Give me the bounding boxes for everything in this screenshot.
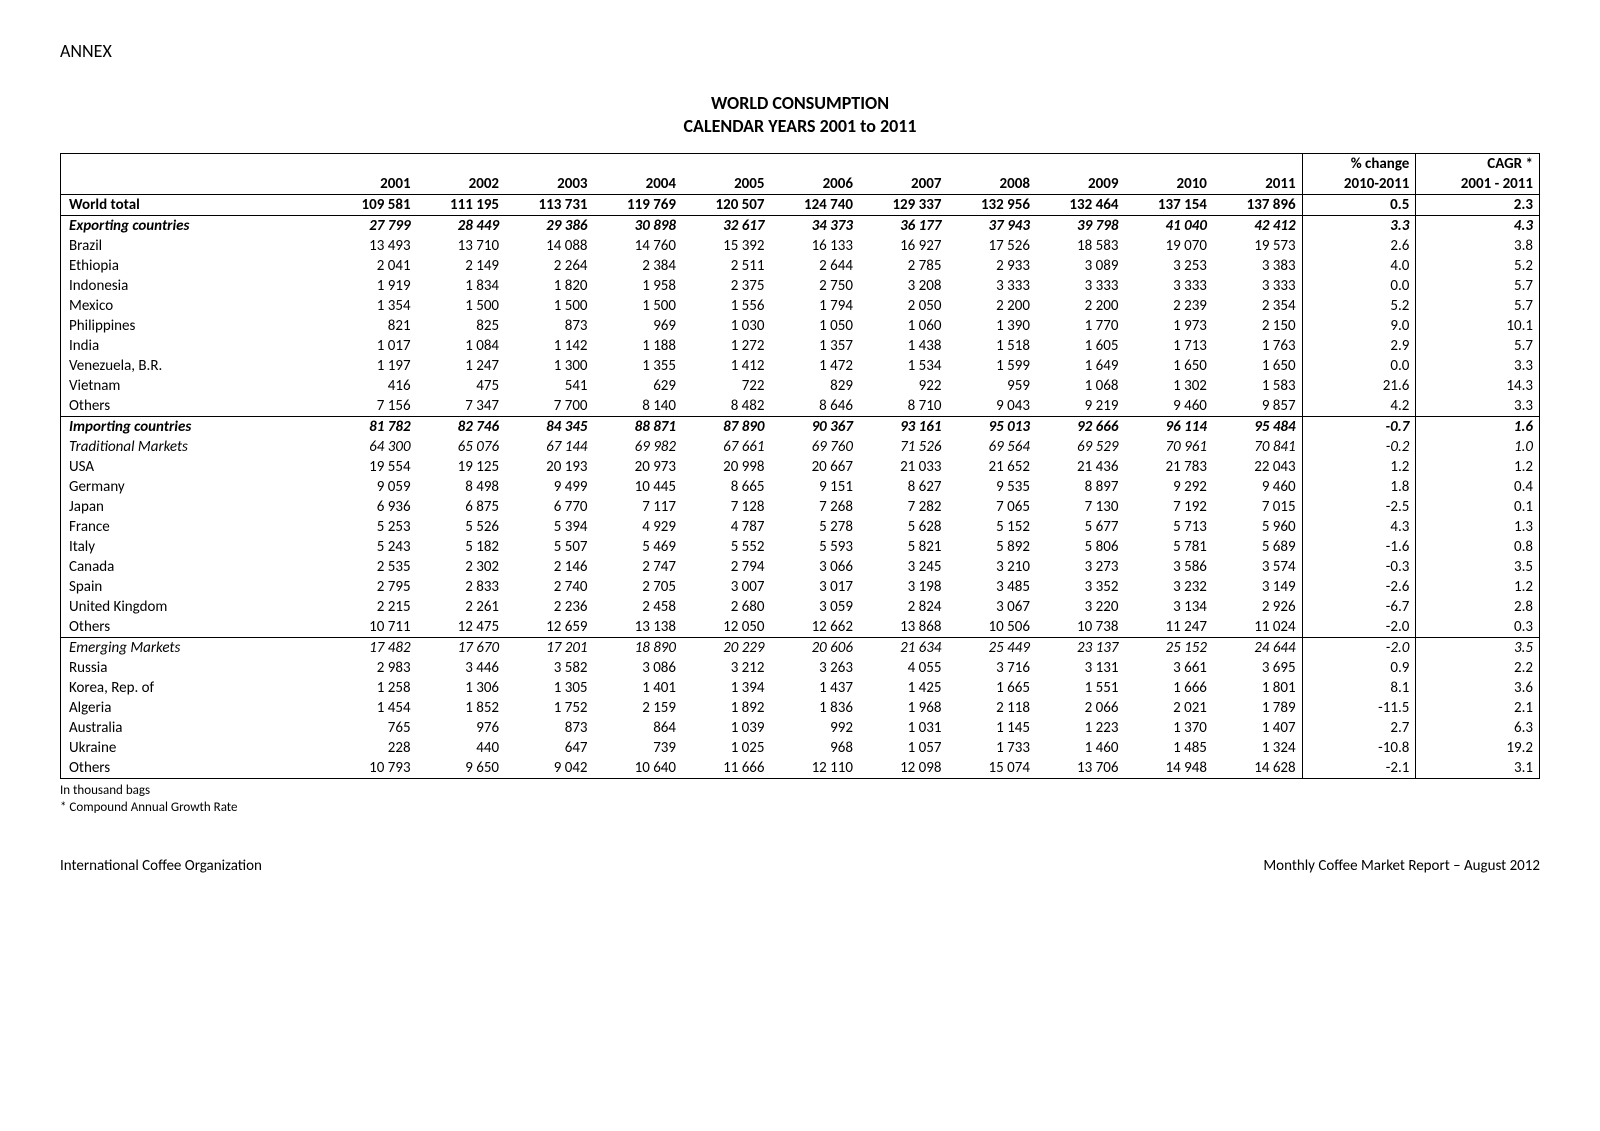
table-row: Canada2 5352 3022 1462 7472 7943 0663 24… [61,557,1540,577]
title-line-1: WORLD CONSUMPTION [60,92,1540,115]
row-label: Emerging Markets [61,637,329,658]
row-label: Philippines [61,316,329,336]
table-row: World total109 581111 195113 731119 7691… [61,194,1540,215]
row-label: USA [61,457,329,477]
header-row-1: % changeCAGR * [61,153,1540,174]
row-label: Italy [61,537,329,557]
annex-label: ANNEX [60,40,1540,62]
table-row: Ukraine2284406477391 0259681 0571 7331 4… [61,738,1540,758]
table-row: Australia7659768738641 0399921 0311 1451… [61,718,1540,738]
row-label: Spain [61,577,329,597]
row-label: Vietnam [61,376,329,396]
col-pct-change-2: 2010-2011 [1302,174,1416,195]
table-titles: WORLD CONSUMPTION CALENDAR YEARS 2001 to… [60,92,1540,139]
row-label: Ethiopia [61,256,329,276]
footnotes: In thousand bags * Compound Annual Growt… [60,783,1540,817]
footnote-units: In thousand bags [60,783,1540,800]
row-label: Others [61,396,329,417]
table-row: Algeria1 4541 8521 7522 1591 8921 8361 9… [61,698,1540,718]
col-pct-change-1: % change [1302,153,1416,174]
table-row: Importing countries81 78282 74684 34588 … [61,416,1540,437]
col-cagr-1: CAGR * [1416,153,1540,174]
table-row: Italy5 2435 1825 5075 4695 5525 5935 821… [61,537,1540,557]
page-footer: International Coffee Organization Monthl… [60,857,1540,875]
row-label: France [61,517,329,537]
col-year-2001: 2001 [328,174,416,195]
table-row: USA19 55419 12520 19320 97320 99820 6672… [61,457,1540,477]
table-row: Venezuela, B.R.1 1971 2471 3001 3551 412… [61,356,1540,376]
row-label: Importing countries [61,416,329,437]
table-row: Korea, Rep. of1 2581 3061 3051 4011 3941… [61,678,1540,698]
col-year-2009: 2009 [1036,174,1124,195]
row-label: World total [61,194,329,215]
header-row-2: 2001200220032004200520062007200820092010… [61,174,1540,195]
title-line-2: CALENDAR YEARS 2001 to 2011 [60,115,1540,138]
col-year-2010: 2010 [1124,174,1212,195]
row-label: Canada [61,557,329,577]
row-label: India [61,336,329,356]
table-row: Traditional Markets64 30065 07667 14469 … [61,437,1540,457]
col-year-2007: 2007 [859,174,947,195]
row-label: Mexico [61,296,329,316]
table-row: Philippines8218258739691 0301 0501 0601 … [61,316,1540,336]
table-row: India1 0171 0841 1421 1881 2721 3571 438… [61,336,1540,356]
table-row: Japan6 9366 8756 7707 1177 1287 2687 282… [61,497,1540,517]
row-label: Korea, Rep. of [61,678,329,698]
table-row: Russia2 9833 4463 5823 0863 2123 2634 05… [61,658,1540,678]
table-row: United Kingdom2 2152 2612 2362 4582 6803… [61,597,1540,617]
col-year-2008: 2008 [947,174,1035,195]
footer-right: Monthly Coffee Market Report – August 20… [1263,857,1540,875]
table-row: Ethiopia2 0412 1492 2642 3842 5112 6442 … [61,256,1540,276]
table-row: Emerging Markets17 48217 67017 20118 890… [61,637,1540,658]
col-cagr-2: 2001 - 2011 [1416,174,1540,195]
table-row: Indonesia1 9191 8341 8201 9582 3752 7503… [61,276,1540,296]
row-label: Others [61,758,329,779]
row-label: Japan [61,497,329,517]
col-year-2011: 2011 [1213,174,1302,195]
footnote-cagr: * Compound Annual Growth Rate [60,800,1540,817]
footer-left: International Coffee Organization [60,857,262,875]
table-row: France5 2535 5265 3944 9294 7875 2785 62… [61,517,1540,537]
row-label: Traditional Markets [61,437,329,457]
row-label: Germany [61,477,329,497]
table-row: Brazil13 49313 71014 08814 76015 39216 1… [61,236,1540,256]
row-label: United Kingdom [61,597,329,617]
col-year-2003: 2003 [505,174,593,195]
table-row: Spain2 7952 8332 7402 7053 0073 0173 198… [61,577,1540,597]
col-year-2005: 2005 [682,174,770,195]
row-label: Venezuela, B.R. [61,356,329,376]
table-row: Vietnam4164755416297228299229591 0681 30… [61,376,1540,396]
row-label: Australia [61,718,329,738]
table-row: Others10 71112 47512 65913 13812 05012 6… [61,617,1540,638]
row-label: Russia [61,658,329,678]
col-year-2006: 2006 [771,174,859,195]
row-label: Others [61,617,329,638]
row-label: Algeria [61,698,329,718]
row-label: Ukraine [61,738,329,758]
row-label: Indonesia [61,276,329,296]
row-label: Exporting countries [61,215,329,236]
table-row: Others7 1567 3477 7008 1408 4828 6468 71… [61,396,1540,417]
table-row: Mexico1 3541 5001 5001 5001 5561 7942 05… [61,296,1540,316]
row-label: Brazil [61,236,329,256]
table-row: Germany9 0598 4989 49910 4458 6659 1518 … [61,477,1540,497]
col-year-2004: 2004 [594,174,682,195]
table-row: Others10 7939 6509 04210 64011 66612 110… [61,758,1540,779]
col-year-2002: 2002 [417,174,505,195]
consumption-table: % changeCAGR *20012002200320042005200620… [60,153,1540,779]
table-row: Exporting countries27 79928 44929 38630 … [61,215,1540,236]
